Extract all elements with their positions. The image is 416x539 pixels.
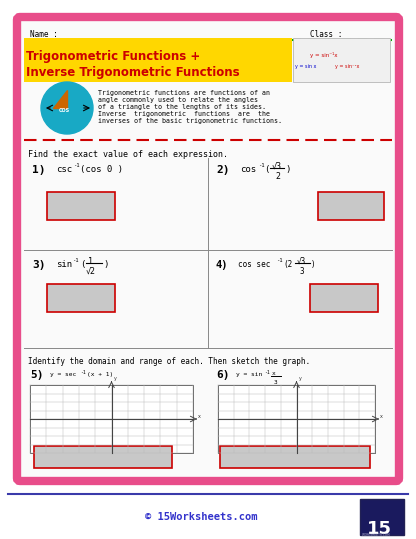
- Bar: [47, 284, 115, 312]
- Text: y: y: [299, 376, 301, 381]
- Text: 3): 3): [32, 260, 45, 270]
- Bar: [34, 446, 172, 468]
- Text: √2: √2: [86, 267, 96, 276]
- Circle shape: [41, 82, 93, 134]
- Polygon shape: [53, 90, 67, 108]
- Text: y = sin⁻¹x: y = sin⁻¹x: [310, 52, 337, 58]
- Text: -1: -1: [264, 370, 270, 375]
- Text: 5): 5): [30, 370, 44, 380]
- Bar: [47, 192, 115, 220]
- Text: COS: COS: [59, 108, 70, 113]
- Text: y = sec: y = sec: [50, 372, 76, 377]
- Bar: [360, 499, 404, 535]
- Text: (: (: [80, 260, 85, 269]
- Text: 6): 6): [216, 370, 230, 380]
- Bar: [318, 192, 384, 220]
- Text: Identify the domain and range of each. Then sketch the graph.: Identify the domain and range of each. T…: [28, 357, 310, 366]
- Text: 1: 1: [88, 257, 93, 266]
- Text: -1: -1: [276, 258, 282, 263]
- Text: (x + 1): (x + 1): [87, 372, 113, 377]
- Text: y: y: [114, 376, 116, 381]
- Text: cos: cos: [240, 165, 256, 174]
- Bar: [220, 446, 370, 468]
- Bar: [218, 385, 375, 453]
- Text: -1: -1: [258, 163, 265, 168]
- Text: WORKSHEETS.COM: WORKSHEETS.COM: [362, 533, 391, 537]
- Text: y = sin⁻¹x: y = sin⁻¹x: [335, 64, 359, 69]
- Text: ): ): [311, 260, 316, 269]
- Text: Trigonometric functions are functions of an
angle commonly used to relate the an: Trigonometric functions are functions of…: [98, 90, 282, 124]
- Bar: [24, 38, 292, 82]
- Text: © 15Worksheets.com: © 15Worksheets.com: [145, 512, 258, 522]
- Bar: [293, 38, 390, 82]
- Text: -1: -1: [72, 258, 79, 263]
- Text: -1: -1: [73, 163, 79, 168]
- Text: (cos 0 ): (cos 0 ): [80, 165, 123, 174]
- Text: Find the exact value of each expression.: Find the exact value of each expression.: [28, 150, 228, 159]
- Text: Class :: Class :: [310, 30, 342, 39]
- Text: cos sec: cos sec: [238, 260, 270, 269]
- FancyBboxPatch shape: [17, 17, 399, 481]
- Text: 3: 3: [274, 380, 278, 385]
- Text: x: x: [272, 371, 276, 376]
- Text: -1: -1: [80, 370, 86, 375]
- Text: Inverse Trigonometric Functions: Inverse Trigonometric Functions: [26, 66, 240, 79]
- Text: ): ): [103, 260, 109, 269]
- Text: csc: csc: [56, 165, 72, 174]
- Text: √3: √3: [297, 257, 306, 266]
- Text: √3: √3: [272, 162, 282, 171]
- Text: x: x: [198, 414, 201, 419]
- Text: 2): 2): [216, 165, 230, 175]
- Text: 1): 1): [32, 165, 45, 175]
- Text: Trigonometric Functions +: Trigonometric Functions +: [26, 50, 200, 63]
- Text: sin: sin: [56, 260, 72, 269]
- Text: y = sin: y = sin: [236, 372, 262, 377]
- Text: 2: 2: [275, 172, 280, 181]
- Bar: [30, 385, 193, 453]
- Text: 3: 3: [299, 267, 304, 276]
- Text: (: (: [265, 165, 276, 174]
- Text: 15: 15: [367, 520, 392, 538]
- Text: x: x: [380, 414, 383, 419]
- Text: y = sin x: y = sin x: [295, 64, 317, 69]
- Text: (2: (2: [283, 260, 292, 269]
- Text: 4): 4): [216, 260, 228, 270]
- Bar: [310, 284, 378, 312]
- Text: Name :: Name :: [30, 30, 58, 39]
- Text: ): ): [285, 165, 290, 174]
